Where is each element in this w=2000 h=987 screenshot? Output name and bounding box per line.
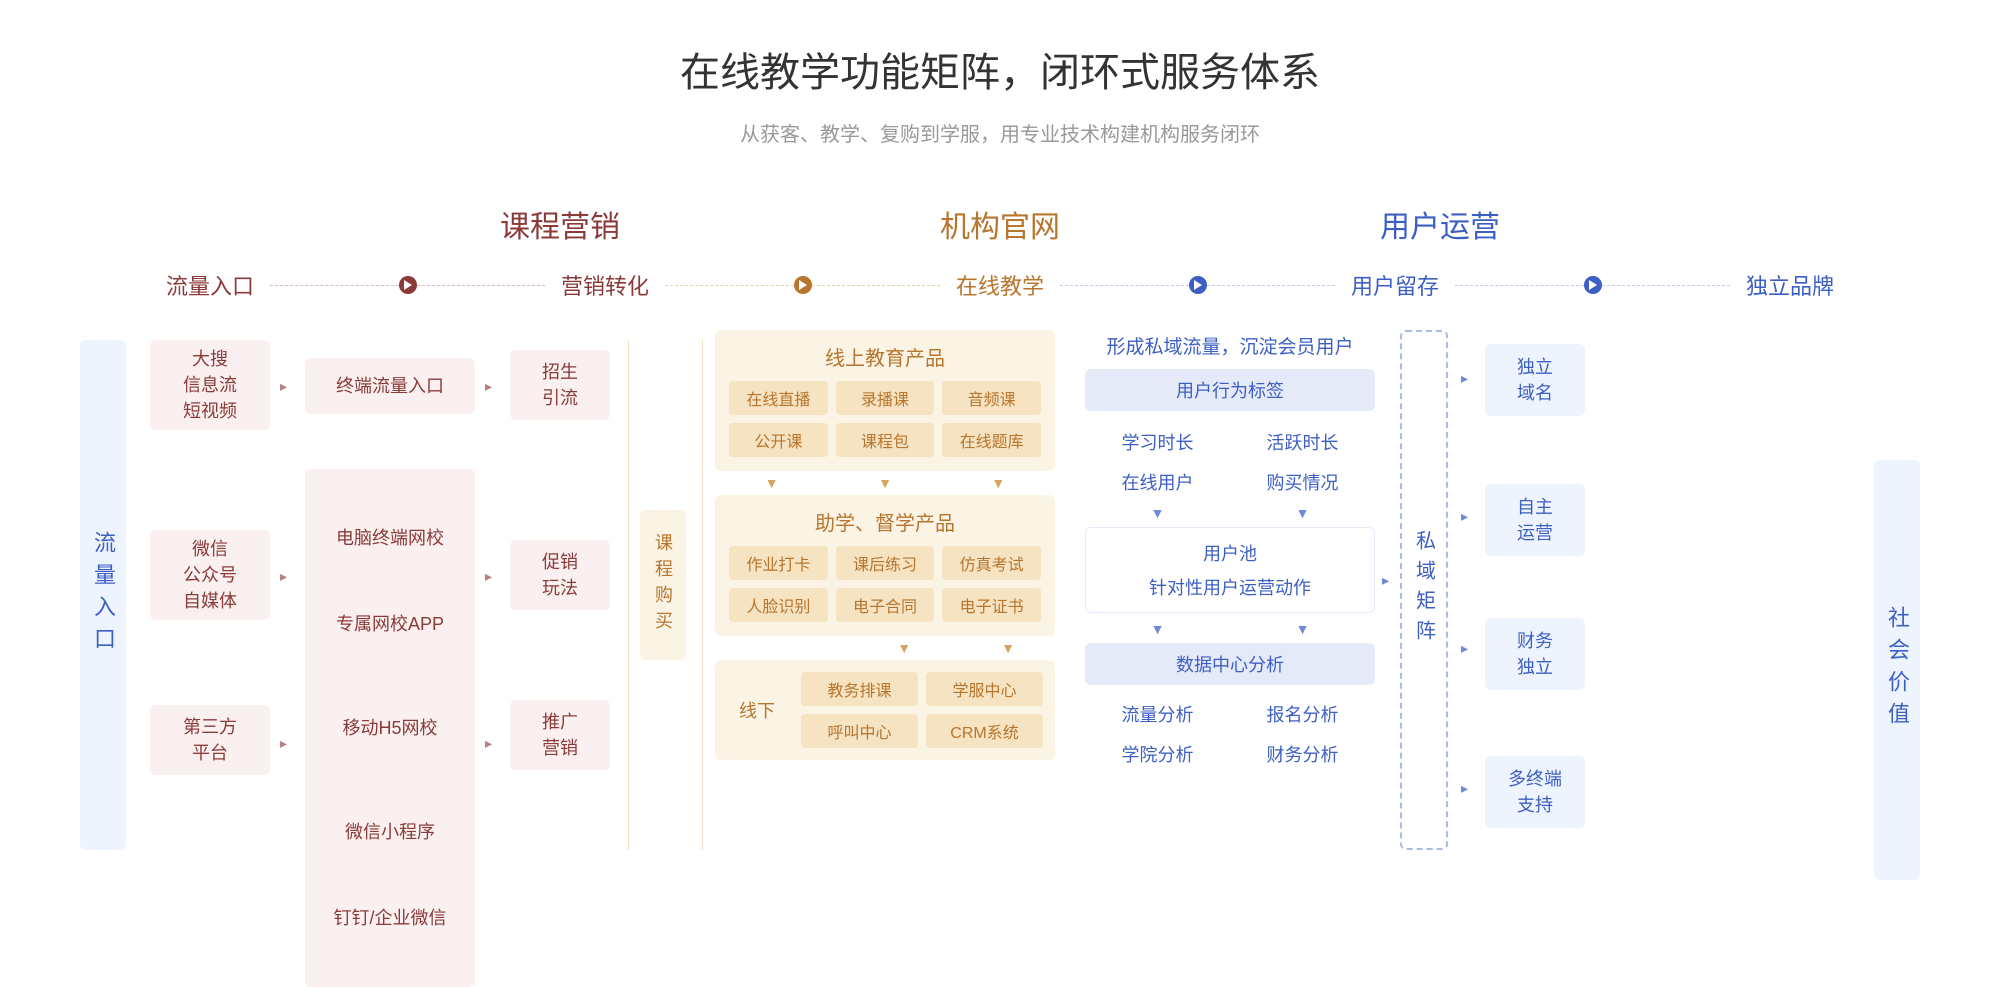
item: 报名分析 bbox=[1237, 701, 1368, 727]
play-icon bbox=[794, 276, 812, 294]
subhdr-2: 营销转化 bbox=[545, 269, 665, 301]
play-icon bbox=[1189, 276, 1207, 294]
caret-icon: ▸ bbox=[280, 568, 287, 585]
subhdr-3: 在线教学 bbox=[940, 269, 1060, 301]
col-user-retention: 形成私域流量，沉淀会员用户 用户行为标签 学习时长 活跃时长 在线用户 购买情况… bbox=[1085, 330, 1375, 767]
left-vbar: 流量入口 bbox=[80, 340, 126, 850]
caret-icon: ▸ bbox=[1461, 780, 1468, 797]
chip: 在线直播 bbox=[729, 381, 828, 415]
chip: 学服中心 bbox=[926, 672, 1043, 706]
col-terminal: 终端流量入口 电脑终端网校 专属网校APP 移动H5网校 微信小程序 钉钉/企业… bbox=[305, 330, 475, 987]
caret-icon: ▸ bbox=[485, 378, 492, 395]
group-title: 线上教育产品 bbox=[729, 342, 1041, 371]
right-vbar: 社会价值 bbox=[1874, 460, 1920, 880]
item: 移动H5网校 bbox=[315, 715, 465, 741]
box-course-purchase: 课程购买 bbox=[640, 510, 686, 660]
box-terminal-entry: 终端流量入口 bbox=[305, 358, 475, 414]
group-assist-products: 助学、督学产品 作业打卡 课后练习 仿真考试 人脸识别 电子合同 电子证书 bbox=[715, 495, 1055, 636]
box-multiterm: 多终端 支持 bbox=[1485, 756, 1585, 828]
group-title: 助学、督学产品 bbox=[729, 507, 1041, 536]
down-arrows: ▼▼ bbox=[1085, 621, 1375, 637]
subheader-row: 流量入口 营销转化 在线教学 用户留存 独立品牌 bbox=[150, 265, 1850, 305]
section-3: 用户运营 bbox=[1220, 202, 1660, 246]
box-thirdparty: 第三方 平台 bbox=[150, 705, 270, 775]
play-icon bbox=[399, 276, 417, 294]
subhdr-5: 独立品牌 bbox=[1730, 269, 1850, 301]
box-behavior-tag: 用户行为标签 bbox=[1085, 369, 1375, 411]
subhdr-4: 用户留存 bbox=[1335, 269, 1455, 301]
col-private-matrix: 私域矩阵 bbox=[1400, 330, 1450, 850]
item: 在线用户 bbox=[1092, 469, 1223, 495]
item: 财务分析 bbox=[1237, 741, 1368, 767]
group-online-products: 线上教育产品 在线直播 录播课 音频课 公开课 课程包 在线题库 bbox=[715, 330, 1055, 471]
item: 购买情况 bbox=[1237, 469, 1368, 495]
box-user-pool: 用户池 针对性用户运营动作 bbox=[1085, 527, 1375, 613]
item: 流量分析 bbox=[1092, 701, 1223, 727]
item: 学习时长 bbox=[1092, 429, 1223, 455]
caret-icon: ▸ bbox=[1461, 370, 1468, 387]
box-private-matrix: 私域矩阵 bbox=[1400, 330, 1448, 850]
chip: 录播课 bbox=[836, 381, 935, 415]
box-domain: 独立 域名 bbox=[1485, 344, 1585, 416]
chip: 仿真考试 bbox=[942, 546, 1041, 580]
chip: CRM系统 bbox=[926, 714, 1043, 748]
diagram: 流量入口 营销转化 在线教学 用户留存 独立品牌 流量入口 社会价值 大搜 信息… bbox=[80, 265, 1920, 860]
section-1: 课程营销 bbox=[340, 202, 780, 246]
caret-icon: ▸ bbox=[485, 568, 492, 585]
down-arrows: ▼▼ bbox=[1085, 505, 1375, 521]
box-data-center: 数据中心分析 bbox=[1085, 643, 1375, 685]
col-online-teach: 线上教育产品 在线直播 录播课 音频课 公开课 课程包 在线题库 ▼▼▼ 助学、… bbox=[715, 330, 1055, 760]
chip: 音频课 bbox=[942, 381, 1041, 415]
box-dasou: 大搜 信息流 短视频 bbox=[150, 340, 270, 430]
page-title: 在线教学功能矩阵，闭环式服务体系 bbox=[0, 0, 2000, 98]
chip: 电子合同 bbox=[836, 588, 935, 622]
caret-icon: ▸ bbox=[1461, 508, 1468, 525]
box-recruit: 招生 引流 bbox=[510, 350, 610, 420]
down-arrows: ▼▼▼ bbox=[715, 475, 1055, 491]
chip: 呼叫中心 bbox=[801, 714, 918, 748]
section-2: 机构官网 bbox=[780, 202, 1220, 246]
caret-icon: ▸ bbox=[485, 735, 492, 752]
grid-behavior: 学习时长 活跃时长 在线用户 购买情况 bbox=[1085, 429, 1375, 495]
col-course-purchase: 课程购买 bbox=[640, 330, 690, 660]
section-headers: 课程营销 机构官网 用户运营 bbox=[0, 202, 2000, 246]
chip: 教务排课 bbox=[801, 672, 918, 706]
pool-l2: 针对性用户运营动作 bbox=[1094, 574, 1366, 600]
chip: 课程包 bbox=[836, 423, 935, 457]
down-arrows: ▼▼ bbox=[715, 640, 1055, 656]
col-traffic-entry: 大搜 信息流 短视频 微信 公众号 自媒体 第三方 平台 bbox=[150, 330, 270, 775]
chip: 在线题库 bbox=[942, 423, 1041, 457]
chip: 电子证书 bbox=[942, 588, 1041, 622]
col-marketing-convert: 招生 引流 促销 玩法 推广 营销 bbox=[510, 330, 610, 770]
col-brand: 独立 域名 自主 运营 财务 独立 多终端 支持 bbox=[1485, 330, 1585, 828]
note: 形成私域流量，沉淀会员用户 bbox=[1085, 332, 1375, 359]
caret-icon: ▸ bbox=[280, 378, 287, 395]
caret-icon: ▸ bbox=[280, 735, 287, 752]
play-icon bbox=[1584, 276, 1602, 294]
chip: 人脸识别 bbox=[729, 588, 828, 622]
chip: 课后练习 bbox=[836, 546, 935, 580]
box-selfop: 自主 运营 bbox=[1485, 484, 1585, 556]
subhdr-1: 流量入口 bbox=[150, 269, 270, 301]
group-offline: 线下 教务排课 学服中心 呼叫中心 CRM系统 bbox=[715, 660, 1055, 760]
grid-analysis: 流量分析 报名分析 学院分析 财务分析 bbox=[1085, 701, 1375, 767]
item: 活跃时长 bbox=[1237, 429, 1368, 455]
offline-label: 线下 bbox=[727, 697, 787, 723]
item: 微信小程序 bbox=[315, 819, 465, 845]
item: 电脑终端网校 bbox=[315, 525, 465, 551]
box-wechat: 微信 公众号 自媒体 bbox=[150, 530, 270, 620]
caret-icon: ▸ bbox=[1382, 572, 1389, 589]
chip: 公开课 bbox=[729, 423, 828, 457]
item: 专属网校APP bbox=[315, 611, 465, 637]
chip: 作业打卡 bbox=[729, 546, 828, 580]
caret-icon: ▸ bbox=[1461, 640, 1468, 657]
box-terminal-list: 电脑终端网校 专属网校APP 移动H5网校 微信小程序 钉钉/企业微信 bbox=[305, 469, 475, 987]
pool-l1: 用户池 bbox=[1094, 540, 1366, 566]
box-spread: 推广 营销 bbox=[510, 700, 610, 770]
box-finance: 财务 独立 bbox=[1485, 618, 1585, 690]
page-subtitle: 从获客、教学、复购到学服，用专业技术构建机构服务闭环 bbox=[0, 118, 2000, 147]
box-promo: 促销 玩法 bbox=[510, 540, 610, 610]
item: 钉钉/企业微信 bbox=[315, 905, 465, 931]
item: 学院分析 bbox=[1092, 741, 1223, 767]
